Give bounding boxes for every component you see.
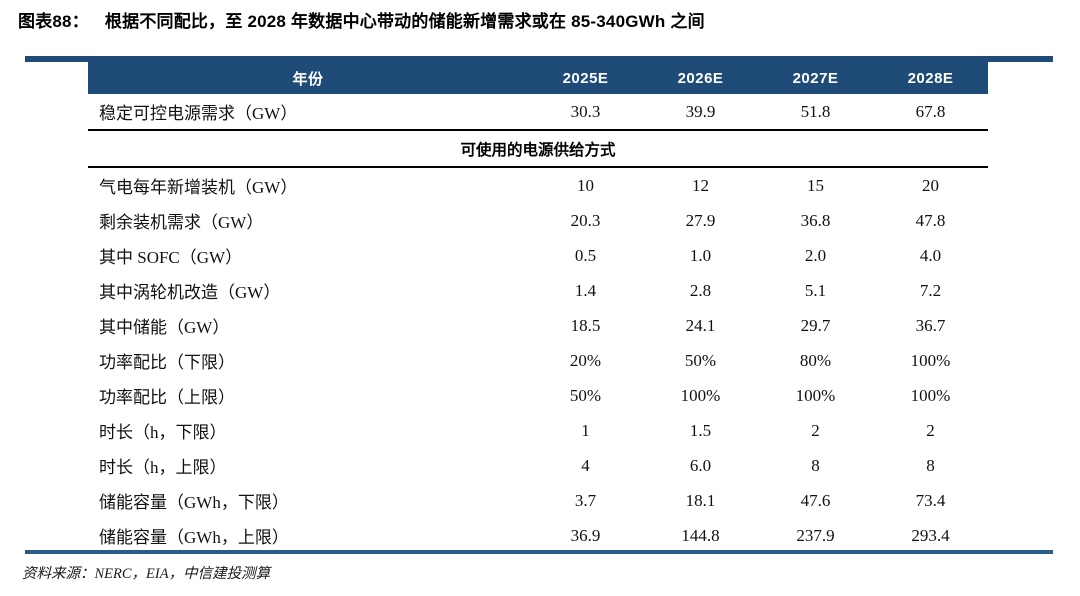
table-row: 储能容量（GWh，下限） 3.7 18.1 47.6 73.4 (88, 483, 988, 518)
value-cell: 36.7 (915, 315, 946, 335)
table-row: 时长（h，下限） 1 1.5 2 2 (88, 413, 988, 448)
row-label: 气电每年新增装机（GW） (99, 178, 298, 197)
value-cell: 3.7 (574, 490, 597, 510)
value-cell: 30.3 (528, 94, 643, 131)
value-cell: 20% (569, 350, 602, 370)
value-cell: 2 (811, 420, 820, 440)
table-row: 其中 SOFC（GW） 0.5 1.0 2.0 4.0 (88, 238, 988, 273)
row-label: 时长（h，上限） (99, 458, 227, 477)
source-note: 资料来源：NERC，EIA，中信建投测算 (22, 566, 271, 582)
value-cell: 12 (692, 175, 709, 195)
table-row-demand: 稳定可控电源需求（GW） 30.3 39.9 51.8 67.8 (88, 94, 988, 131)
value-cell: 15 (807, 175, 824, 195)
year-column-header: 2026E (643, 62, 758, 94)
table-row: 剩余装机需求（GW） 20.3 27.9 36.8 47.8 (88, 203, 988, 238)
value-cell: 6.0 (689, 455, 712, 475)
table-row: 时长（h，上限） 4 6.0 8 8 (88, 448, 988, 483)
row-label: 储能容量（GWh，上限） (99, 528, 289, 547)
value-cell: 47.8 (915, 210, 946, 230)
value-cell: 8 (926, 455, 935, 475)
row-label: 储能容量（GWh，下限） (99, 493, 289, 512)
value-cell: 100% (910, 350, 951, 370)
value-cell: 36.9 (570, 525, 601, 545)
table-section-header-row: 可使用的电源供给方式 (88, 130, 988, 168)
value-cell: 20.3 (570, 210, 601, 230)
value-cell: 1.5 (689, 420, 712, 440)
table-row: 其中涡轮机改造（GW） 1.4 2.8 5.1 7.2 (88, 273, 988, 308)
row-label: 其中涡轮机改造（GW） (99, 283, 281, 302)
table-row: 功率配比（下限） 20% 50% 80% 100% (88, 343, 988, 378)
table-row: 其中储能（GW） 18.5 24.1 29.7 36.7 (88, 308, 988, 343)
row-label: 功率配比（上限） (99, 388, 235, 407)
row-label: 稳定可控电源需求（GW） (88, 94, 528, 131)
figure-title-line: 图表88： 根据不同配比，至 2028 年数据中心带动的储能新增需求或在 85-3… (18, 7, 705, 32)
value-cell: 29.7 (800, 315, 831, 335)
value-cell: 0.5 (574, 245, 597, 265)
value-cell: 27.9 (685, 210, 716, 230)
table-header-row: 年份 2025E 2026E 2027E 2028E (88, 62, 988, 94)
figure-title: 根据不同配比，至 2028 年数据中心带动的储能新增需求或在 85-340GWh… (104, 12, 705, 31)
value-cell: 1.4 (574, 280, 597, 300)
figure-label: 图表88： (18, 12, 89, 31)
row-label: 其中储能（GW） (99, 318, 230, 337)
value-cell: 50% (569, 385, 602, 405)
value-cell: 2 (926, 420, 935, 440)
value-cell: 39.9 (643, 94, 758, 131)
value-cell: 100% (795, 385, 836, 405)
value-cell: 50% (684, 350, 717, 370)
table-row: 功率配比（上限） 50% 100% 100% 100% (88, 378, 988, 413)
value-cell: 237.9 (796, 525, 835, 545)
value-cell: 7.2 (919, 280, 942, 300)
value-cell: 24.1 (685, 315, 716, 335)
value-cell: 100% (910, 385, 951, 405)
value-cell: 1.0 (689, 245, 712, 265)
year-column-header: 2027E (758, 62, 873, 94)
value-cell: 2.0 (804, 245, 827, 265)
value-cell: 10 (577, 175, 594, 195)
value-cell: 1 (581, 420, 590, 440)
value-cell: 18.5 (570, 315, 601, 335)
value-cell: 20 (922, 175, 939, 195)
value-cell: 144.8 (681, 525, 720, 545)
value-cell: 73.4 (915, 490, 946, 510)
data-table: 年份 2025E 2026E 2027E 2028E 稳定可控电源需求（GW） … (88, 62, 988, 553)
value-cell: 36.8 (800, 210, 831, 230)
value-cell: 4 (581, 455, 590, 475)
value-cell: 47.6 (800, 490, 831, 510)
value-cell: 4.0 (919, 245, 942, 265)
row-label: 剩余装机需求（GW） (99, 213, 264, 232)
bottom-rule (25, 550, 1053, 554)
top-rule (25, 56, 1053, 62)
value-cell: 293.4 (911, 525, 950, 545)
section-header: 可使用的电源供给方式 (88, 130, 988, 168)
row-label: 其中 SOFC（GW） (99, 248, 243, 267)
row-label: 时长（h，下限） (99, 423, 227, 442)
value-cell: 2.8 (689, 280, 712, 300)
value-cell: 67.8 (873, 94, 988, 131)
row-label: 功率配比（下限） (99, 353, 235, 372)
value-cell: 18.1 (685, 490, 716, 510)
value-cell: 8 (811, 455, 820, 475)
year-column-header: 2028E (873, 62, 988, 94)
table-row: 气电每年新增装机（GW） 10 12 15 20 (88, 167, 988, 203)
value-cell: 51.8 (758, 94, 873, 131)
table-row: 储能容量（GWh，上限） 36.9 144.8 237.9 293.4 (88, 518, 988, 553)
year-header-label: 年份 (88, 62, 528, 94)
year-column-header: 2025E (528, 62, 643, 94)
value-cell: 80% (799, 350, 832, 370)
value-cell: 100% (680, 385, 721, 405)
value-cell: 5.1 (804, 280, 827, 300)
